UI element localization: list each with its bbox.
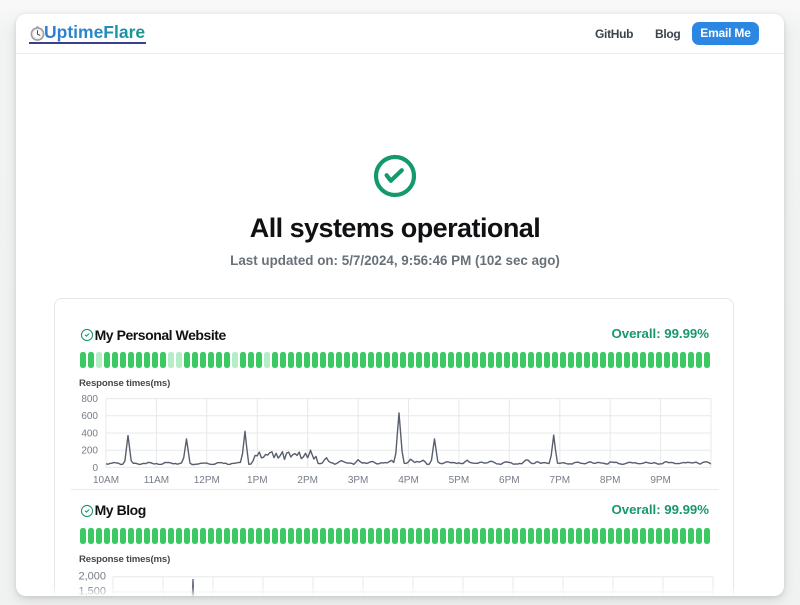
svg-text:10AM: 10AM [93,475,119,486]
svg-text:7PM: 7PM [550,475,571,486]
svg-text:1PM: 1PM [247,475,268,486]
svg-text:200: 200 [81,446,98,457]
svg-text:0: 0 [92,463,98,474]
svg-text:4PM: 4PM [398,475,419,486]
svg-text:2,000: 2,000 [78,570,106,582]
svg-text:8PM: 8PM [600,475,621,486]
svg-text:3PM: 3PM [348,475,369,486]
svg-text:6PM: 6PM [499,475,520,486]
svg-text:800: 800 [81,394,98,405]
svg-text:2PM: 2PM [297,475,318,486]
svg-text:5PM: 5PM [449,475,470,486]
svg-text:12PM: 12PM [194,475,220,486]
svg-text:400: 400 [81,428,98,439]
svg-text:600: 600 [81,411,98,422]
svg-text:9PM: 9PM [650,475,671,486]
svg-text:11AM: 11AM [144,475,169,486]
